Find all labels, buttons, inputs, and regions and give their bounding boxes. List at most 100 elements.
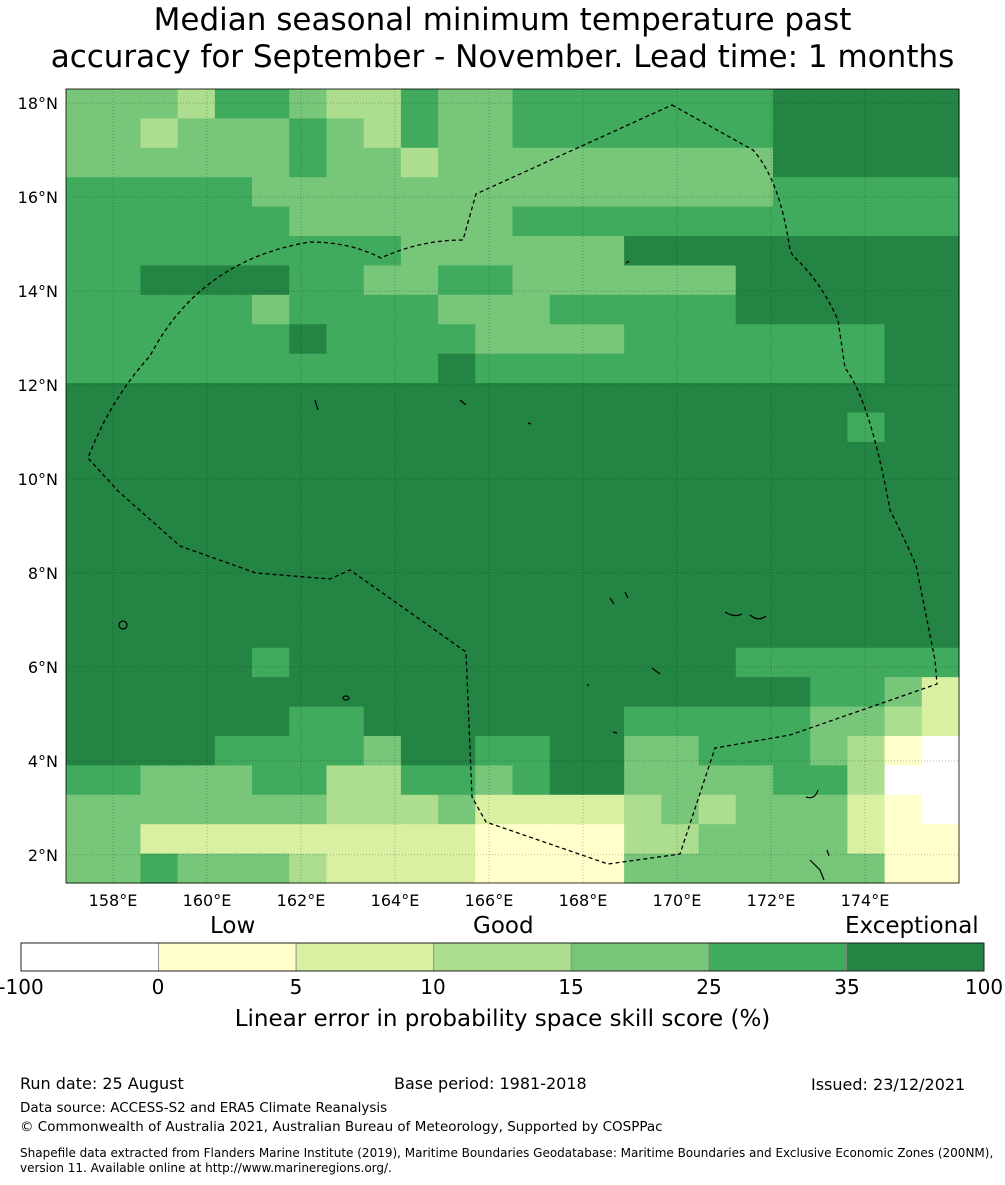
skill-cell xyxy=(884,765,923,796)
skill-cell xyxy=(326,530,365,561)
latitude-label: 6°N xyxy=(28,658,58,677)
skill-cell xyxy=(177,559,216,590)
island xyxy=(749,614,767,620)
skill-cell xyxy=(735,265,774,296)
skill-cell xyxy=(214,471,253,502)
skill-cell xyxy=(698,824,737,855)
colorbar xyxy=(20,942,985,972)
skill-cell xyxy=(289,677,328,708)
skill-cell xyxy=(177,530,216,561)
skill-cell xyxy=(810,618,848,649)
skill-cell xyxy=(326,177,365,208)
island xyxy=(651,667,661,675)
skill-cell xyxy=(512,236,551,267)
skill-cell xyxy=(400,706,439,737)
skill-cell xyxy=(438,89,476,120)
skill-cell xyxy=(661,265,700,296)
skill-cell xyxy=(214,353,253,384)
skill-cell xyxy=(363,265,402,296)
skill-cell xyxy=(400,177,439,208)
skill-cell xyxy=(252,324,290,355)
skill-cell xyxy=(586,618,625,649)
skill-cell xyxy=(921,265,960,296)
skill-cell xyxy=(140,706,179,737)
skill-cell xyxy=(400,441,439,472)
skill-cell xyxy=(363,353,402,384)
skill-cell xyxy=(177,500,216,531)
skill-cell xyxy=(326,559,365,590)
skill-cell xyxy=(252,853,290,884)
skill-cell xyxy=(177,647,216,678)
skill-cell xyxy=(549,618,588,649)
shapefile-credit-1: Shapefile data extracted from Flanders M… xyxy=(20,1146,994,1160)
skill-cell xyxy=(103,89,142,120)
skill-cell xyxy=(549,324,588,355)
colorbar-tick: 100 xyxy=(964,975,1004,999)
skill-cell xyxy=(177,89,216,120)
skill-cell xyxy=(326,735,365,766)
skill-cell xyxy=(214,794,253,825)
colorbar-tick: 0 xyxy=(151,975,165,999)
skill-cell xyxy=(810,177,848,208)
skill-cell xyxy=(698,706,737,737)
skill-cell xyxy=(624,853,662,884)
skill-cell xyxy=(810,236,848,267)
skill-cell xyxy=(66,559,104,590)
skill-cell xyxy=(772,441,811,472)
skill-cell xyxy=(586,677,625,708)
skill-cell xyxy=(735,294,774,325)
skill-cell xyxy=(512,588,551,619)
skill-cell xyxy=(661,383,700,414)
skill-cell xyxy=(735,236,774,267)
skill-cell xyxy=(512,383,551,414)
skill-cell xyxy=(884,265,923,296)
skill-cell xyxy=(214,265,253,296)
latitude-label: 4°N xyxy=(28,752,58,771)
skill-cell xyxy=(661,618,700,649)
skill-cell xyxy=(214,147,253,178)
skill-cell xyxy=(624,647,662,678)
skill-cell xyxy=(326,147,365,178)
skill-cell xyxy=(363,147,402,178)
skill-cell xyxy=(289,324,328,355)
skill-cell xyxy=(735,677,774,708)
skill-cell xyxy=(66,500,104,531)
skill-cell xyxy=(326,265,365,296)
skill-cell xyxy=(884,824,923,855)
skill-cell xyxy=(326,89,365,120)
skill-cell xyxy=(66,647,104,678)
skill-cell xyxy=(66,383,104,414)
skill-cell xyxy=(289,353,328,384)
skill-cell xyxy=(363,647,402,678)
skill-cell xyxy=(177,383,216,414)
skill-cell xyxy=(252,177,290,208)
skill-cell xyxy=(475,147,514,178)
skill-cell xyxy=(400,500,439,531)
skill-cell xyxy=(624,265,662,296)
skill-cell xyxy=(363,89,402,120)
skill-cell xyxy=(847,206,886,237)
skill-cell xyxy=(847,412,886,443)
skill-cell xyxy=(363,559,402,590)
skill-cell xyxy=(252,206,290,237)
skill-cell xyxy=(698,677,737,708)
skill-cell xyxy=(661,588,700,619)
skill-cell xyxy=(549,471,588,502)
skill-cell xyxy=(289,647,328,678)
skill-cell xyxy=(475,706,514,737)
skill-cell xyxy=(400,118,439,149)
skill-cell xyxy=(475,765,514,796)
island xyxy=(459,399,467,406)
skill-cell xyxy=(624,177,662,208)
skill-cell xyxy=(400,618,439,649)
skill-cell xyxy=(438,853,476,884)
skill-cell xyxy=(177,441,216,472)
skill-cell xyxy=(921,383,960,414)
skill-cell xyxy=(810,765,848,796)
skill-cell xyxy=(810,853,848,884)
skill-cell xyxy=(326,294,365,325)
skill-cell xyxy=(177,765,216,796)
skill-cell xyxy=(66,588,104,619)
skill-cell xyxy=(475,412,514,443)
longitude-label: 158°E xyxy=(89,891,138,910)
